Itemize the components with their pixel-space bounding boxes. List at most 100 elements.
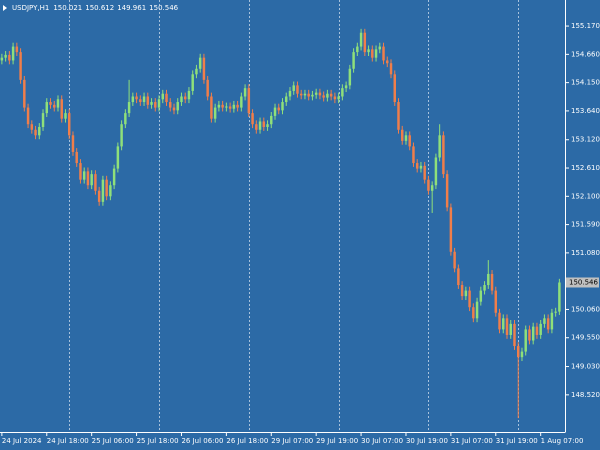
candle-body: [97, 190, 101, 202]
candle-body: [326, 93, 329, 98]
candle-body: [318, 92, 322, 96]
candle-body: [404, 135, 408, 141]
y-tick-label: 151.080: [571, 249, 600, 257]
candle-body: [4, 54, 7, 58]
candle-body: [0, 57, 4, 61]
candle-body: [45, 102, 49, 114]
candle-body: [374, 49, 378, 58]
candle-body: [79, 163, 82, 180]
x-tick-label: 29 Jul 19:00: [316, 437, 358, 445]
candle-body: [397, 102, 400, 130]
candle-body: [314, 92, 318, 95]
candle-body: [292, 85, 295, 91]
x-tick-label: 30 Jul 19:00: [406, 437, 448, 445]
high-value: 150.612: [85, 4, 114, 12]
candle-body: [109, 185, 112, 197]
candle-body: [348, 68, 352, 86]
candle-body: [206, 79, 209, 97]
candle-body: [344, 85, 348, 89]
candle-body: [247, 88, 251, 114]
candle-body: [412, 146, 415, 164]
candle-body: [101, 179, 105, 202]
candle-body: [169, 102, 172, 108]
candle-body: [498, 312, 501, 330]
candle-body: [442, 135, 445, 175]
y-tick-label: 151.590: [571, 221, 600, 229]
last-price-box: [566, 277, 599, 288]
candle-body: [67, 113, 71, 136]
x-tick-label: 25 Jul 06:00: [92, 437, 134, 445]
candle-body: [142, 96, 146, 103]
x-tick-label: 24 Jul 2024: [2, 437, 42, 445]
candle-body: [543, 318, 546, 324]
candle-body: [546, 318, 550, 330]
candle-body: [449, 207, 453, 252]
candle-body: [423, 165, 426, 180]
candle-body: [554, 311, 557, 313]
y-tick-label: 152.100: [571, 192, 600, 200]
candle-body: [94, 174, 97, 191]
candle-body: [221, 104, 224, 108]
candle-body: [281, 102, 284, 111]
chart-header: USDJPY,H1 150.021 150.612 149.961 150.546: [12, 4, 179, 12]
candle-body: [528, 329, 531, 341]
candle-body: [112, 168, 116, 186]
candle-body: [415, 163, 419, 169]
y-tick-label: 148.520: [571, 391, 600, 399]
candle-body: [520, 351, 524, 358]
candle-body: [124, 113, 127, 125]
candle-body: [483, 285, 486, 291]
candle-body: [464, 290, 468, 297]
x-tick-label: 30 Jul 07:00: [361, 437, 403, 445]
candle-body: [270, 115, 273, 125]
candle-body: [505, 318, 509, 335]
candle-body: [187, 90, 191, 100]
candle-body: [146, 96, 150, 105]
low-value: 149.961: [117, 4, 146, 12]
candle-body: [535, 326, 539, 335]
candle-body: [531, 326, 535, 341]
last-price-label: 150.546: [569, 278, 598, 286]
candle-body: [255, 124, 258, 130]
candle-body: [75, 151, 78, 164]
candle-body: [401, 129, 404, 141]
candle-body: [558, 282, 561, 312]
candle-body: [195, 68, 198, 75]
y-tick-label: 149.030: [571, 363, 600, 371]
candle-body: [262, 121, 266, 127]
candle-body: [516, 346, 520, 358]
candle-body: [38, 126, 41, 136]
candle-body: [539, 323, 542, 335]
candle-body: [303, 93, 307, 96]
candle-body: [356, 46, 359, 53]
candle-body: [472, 307, 475, 319]
candle-body: [337, 96, 340, 100]
candle-body: [341, 88, 344, 97]
candle-body: [427, 179, 430, 191]
candle-body: [60, 99, 63, 119]
candle-body: [71, 135, 75, 152]
candle-body: [352, 52, 355, 69]
candle-body: [363, 32, 367, 53]
candle-body: [213, 107, 217, 119]
y-tick-label: 152.610: [571, 164, 600, 172]
candle-body: [273, 107, 277, 116]
candle-body: [202, 57, 206, 80]
candle-body: [198, 57, 202, 69]
candle-body: [86, 171, 90, 186]
candle-body: [251, 113, 254, 125]
candle-body: [393, 74, 396, 103]
candle-body: [225, 106, 228, 108]
y-tick-label: 150.060: [571, 305, 600, 313]
candle-body: [105, 179, 108, 197]
x-tick-label: 29 Jul 07:00: [271, 437, 313, 445]
candle-body: [285, 96, 288, 103]
candle-body: [23, 79, 26, 108]
candle-body: [438, 135, 441, 158]
candle-body: [19, 52, 22, 80]
y-tick-label: 153.120: [571, 136, 600, 144]
candle-body: [378, 46, 382, 50]
candle-body: [513, 323, 516, 347]
